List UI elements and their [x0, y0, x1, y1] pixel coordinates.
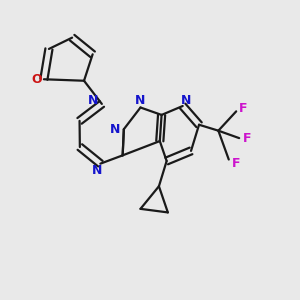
Text: N: N	[181, 94, 191, 106]
Text: N: N	[135, 94, 146, 107]
Text: N: N	[92, 164, 103, 177]
Text: F: F	[243, 132, 252, 145]
Text: F: F	[232, 157, 240, 169]
Text: F: F	[239, 102, 248, 115]
Text: N: N	[88, 94, 99, 107]
Text: N: N	[110, 123, 120, 136]
Text: O: O	[31, 73, 42, 86]
